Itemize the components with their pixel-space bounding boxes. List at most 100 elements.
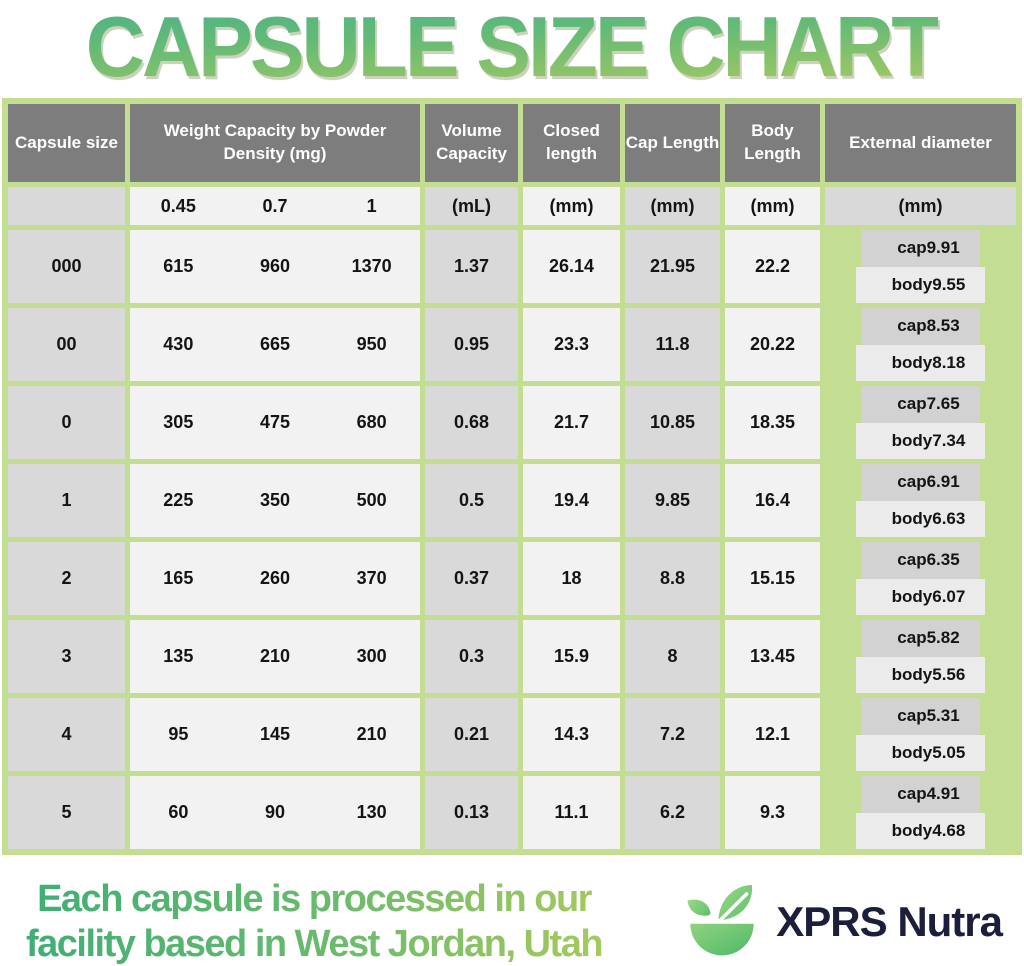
body-label: body xyxy=(891,508,933,528)
header-weight-capacity: Weight Capacity by Powder Density (mg) xyxy=(130,104,420,182)
weight-1: 500 xyxy=(356,490,387,510)
external-diameter-cell: cap 5.31 body 5.05 xyxy=(825,698,1016,771)
volume-cell: 0.95 xyxy=(425,308,518,381)
header-label: Closed length xyxy=(543,121,600,163)
capsule-size-cell: 2 xyxy=(8,542,125,615)
body-length-cell: 22.2 xyxy=(725,230,820,303)
header-volume-capacity: Volume Capacity xyxy=(425,104,518,182)
weight-045: 430 xyxy=(163,334,194,354)
external-diameter-cell: cap 6.91 body 6.63 xyxy=(825,464,1016,537)
header-body-length: Body Length xyxy=(725,104,820,182)
body-length-cell: 13.45 xyxy=(725,620,820,693)
body-value: 5.56 xyxy=(932,664,966,684)
table-row-1: 1 225 350 500 0.5 19.4 9.85 16.4 cap 6.91… xyxy=(8,464,1016,537)
page-title: CAPSULE SIZE CHART xyxy=(85,0,942,95)
page-header: CAPSULE SIZE CHART xyxy=(0,0,1024,96)
footer: Each capsule is processed in our facilit… xyxy=(0,867,1024,966)
capsule-size-cell: 1 xyxy=(8,464,125,537)
external-cap-row: cap 7.65 xyxy=(861,386,980,423)
external-body-row: body 5.05 xyxy=(855,734,986,771)
weight-1: 1370 xyxy=(351,256,392,276)
body-label: body xyxy=(891,664,933,684)
body-label: body xyxy=(891,820,933,840)
weight-1: 370 xyxy=(356,568,387,588)
body-label: body xyxy=(891,352,933,372)
weight-1: 300 xyxy=(356,646,387,666)
capsule-size-cell: 0 xyxy=(8,386,125,459)
cap-value: 4.91 xyxy=(926,784,960,804)
density-1: 1 xyxy=(366,195,377,216)
body-value: 6.07 xyxy=(932,586,966,606)
header-cap-length: Cap Length xyxy=(625,104,720,182)
weight-045: 135 xyxy=(163,646,194,666)
brand-name: XPRS Nutra xyxy=(776,898,1003,945)
cap-length-cell: 8 xyxy=(625,620,720,693)
body-value: 8.18 xyxy=(932,352,966,372)
cap-label: cap xyxy=(897,628,927,648)
weight-capacity-cell: 225 350 500 xyxy=(130,464,420,537)
footer-line1: Each capsule is processed in our xyxy=(37,878,591,921)
cap-length-cell: 7.2 xyxy=(625,698,720,771)
external-body-row: body 9.55 xyxy=(855,266,986,303)
body-label: body xyxy=(891,742,933,762)
closed-length-cell: 15.9 xyxy=(523,620,620,693)
unit-volume: (mL) xyxy=(425,187,518,225)
table-row-00: 00 430 665 950 0.95 23.3 11.8 20.22 cap 8… xyxy=(8,308,1016,381)
body-value: 7.34 xyxy=(932,430,966,450)
closed-length-cell: 26.14 xyxy=(523,230,620,303)
weight-capacity-cell: 95 145 210 xyxy=(130,698,420,771)
capsule-size-cell: 5 xyxy=(8,776,125,849)
external-cap-row: cap 6.35 xyxy=(861,542,980,579)
cap-length-cell: 8.8 xyxy=(625,542,720,615)
volume-cell: 0.5 xyxy=(425,464,518,537)
unit-cap: (mm) xyxy=(625,187,720,225)
cap-length-cell: 6.2 xyxy=(625,776,720,849)
cap-length-cell: 21.95 xyxy=(625,230,720,303)
weight-capacity-cell: 615 960 1370 xyxy=(130,230,420,303)
units-capsule-size-empty xyxy=(8,187,125,225)
body-label: body xyxy=(891,274,933,294)
capsule-size-cell: 00 xyxy=(8,308,125,381)
weight-07: 350 xyxy=(259,490,291,510)
volume-cell: 0.68 xyxy=(425,386,518,459)
external-cap-row: cap 5.31 xyxy=(861,698,980,735)
cap-value: 6.35 xyxy=(926,550,960,570)
cap-label: cap xyxy=(897,706,927,726)
external-cap-row: cap 8.53 xyxy=(861,308,980,345)
weight-capacity-cell: 60 90 130 xyxy=(130,776,420,849)
external-body-row: body 7.34 xyxy=(855,422,986,459)
header-label: Body Length xyxy=(744,121,801,163)
capsule-size-cell: 000 xyxy=(8,230,125,303)
table-units-row: 0.45 0.7 1 (mL) (mm) (mm) (mm) (mm) xyxy=(8,187,1016,225)
body-length-cell: 16.4 xyxy=(725,464,820,537)
closed-length-cell: 18 xyxy=(523,542,620,615)
cap-value: 6.91 xyxy=(926,472,960,492)
external-cap-row: cap 4.91 xyxy=(861,776,980,813)
weight-045: 615 xyxy=(163,256,194,276)
weight-capacity-cell: 135 210 300 xyxy=(130,620,420,693)
cap-value: 5.31 xyxy=(926,706,960,726)
cap-label: cap xyxy=(897,316,927,336)
capsule-size-cell: 3 xyxy=(8,620,125,693)
external-cap-row: cap 6.91 xyxy=(861,464,980,501)
cap-value: 7.65 xyxy=(926,394,960,414)
external-cap-row: cap 9.91 xyxy=(861,230,980,267)
header-label: External diameter xyxy=(849,132,992,152)
cap-label: cap xyxy=(897,550,927,570)
weight-07: 475 xyxy=(259,412,291,432)
table-row-0: 0 305 475 680 0.68 21.7 10.85 18.35 cap 7… xyxy=(8,386,1016,459)
external-body-row: body 4.68 xyxy=(855,812,986,849)
external-body-row: body 8.18 xyxy=(855,344,986,381)
cap-label: cap xyxy=(897,472,927,492)
weight-1: 210 xyxy=(356,724,387,744)
weight-capacity-cell: 165 260 370 xyxy=(130,542,420,615)
body-length-cell: 18.35 xyxy=(725,386,820,459)
body-value: 5.05 xyxy=(932,742,966,762)
weight-07: 210 xyxy=(259,646,291,666)
body-label: body xyxy=(891,430,933,450)
header-label: Cap Length xyxy=(625,132,720,152)
cap-value: 5.82 xyxy=(926,628,960,648)
weight-07: 665 xyxy=(259,334,291,354)
weight-07: 90 xyxy=(264,802,285,822)
closed-length-cell: 14.3 xyxy=(523,698,620,771)
